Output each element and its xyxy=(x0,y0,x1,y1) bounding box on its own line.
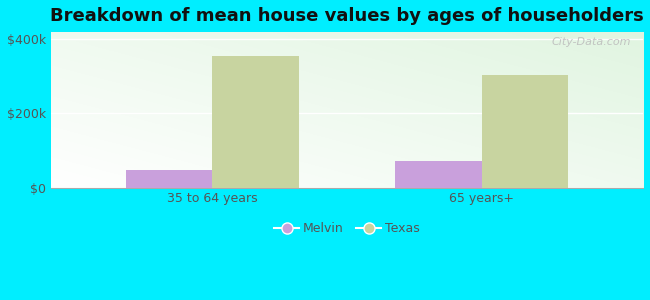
Bar xyxy=(213,56,298,188)
Text: City-Data.com: City-Data.com xyxy=(552,37,631,47)
Title: Breakdown of mean house values by ages of householders: Breakdown of mean house values by ages o… xyxy=(50,7,644,25)
Legend: Melvin, Texas: Melvin, Texas xyxy=(269,218,424,240)
Bar xyxy=(482,75,567,188)
Bar xyxy=(395,161,482,188)
Bar xyxy=(126,170,213,188)
